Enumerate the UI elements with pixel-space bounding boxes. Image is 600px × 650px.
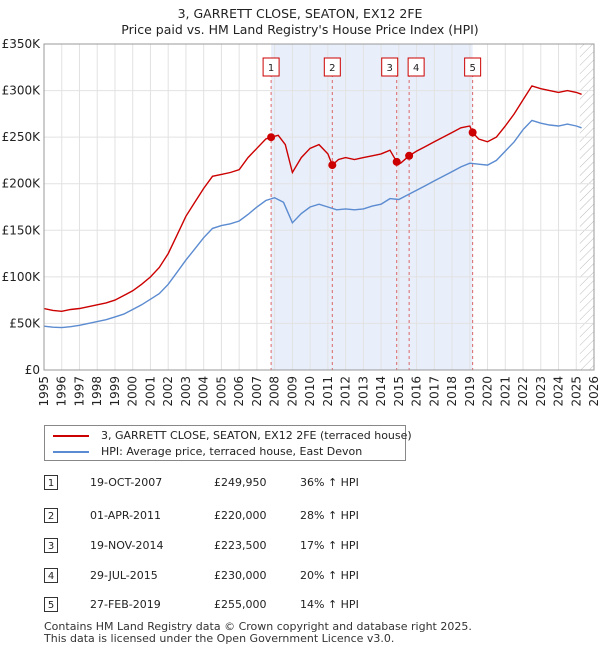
- sale-label-text: 2: [329, 63, 335, 74]
- sale-point: [405, 151, 414, 160]
- sale-label-box: [323, 57, 341, 77]
- sale-price: £223,500: [214, 539, 267, 552]
- sale-hpi-delta: 28% ↑ HPI: [300, 509, 359, 522]
- x-tick-label: 2013: [356, 376, 370, 407]
- footer-copyright: Contains HM Land Registry data © Crown c…: [44, 620, 472, 633]
- x-tick-label: 2026: [587, 376, 600, 407]
- hpi-series-line: [44, 119, 582, 329]
- table-row: 2 01-APR-2011 £220,000 28% ↑ HPI: [44, 508, 444, 526]
- sale-number-badge: 1: [44, 475, 58, 490]
- sale-label-box: [381, 57, 399, 77]
- x-tick-label: 2007: [250, 376, 264, 407]
- x-tick-label: 2019: [463, 376, 477, 407]
- y-tick-label: £100K: [2, 270, 42, 284]
- x-tick-label: 1995: [37, 376, 51, 407]
- x-tick-label: 2023: [534, 376, 548, 407]
- sale-date: 27-FEB-2019: [90, 598, 161, 611]
- footer-licence: This data is licensed under the Open Gov…: [44, 632, 395, 645]
- x-tick-label: 2006: [232, 376, 246, 407]
- y-tick-label: £0: [25, 363, 40, 377]
- table-row: 3 19-NOV-2014 £223,500 17% ↑ HPI: [44, 538, 444, 556]
- forecast-hatch: [579, 44, 594, 370]
- sale-label-text: 4: [413, 63, 419, 74]
- chart-title: 3, GARRETT CLOSE, SEATON, EX12 2FE: [178, 6, 423, 21]
- y-tick-label: £150K: [2, 223, 42, 237]
- sale-number-badge: 5: [44, 597, 58, 612]
- x-tick-label: 1999: [108, 376, 122, 407]
- sale-label-text: 1: [268, 63, 274, 74]
- y-tick-label: £50K: [9, 316, 41, 330]
- legend-label-property: 3, GARRETT CLOSE, SEATON, EX12 2FE (terr…: [101, 429, 412, 442]
- sale-label-box: [262, 57, 280, 77]
- sale-label-text: 3: [387, 63, 393, 74]
- y-tick-label: £300K: [2, 84, 42, 98]
- hpi-line-swatch: [53, 451, 89, 453]
- x-tick-label: 2005: [214, 376, 228, 407]
- y-tick-label: £350K: [2, 37, 42, 51]
- legend-label-hpi: HPI: Average price, terraced house, East…: [101, 445, 363, 458]
- x-tick-label: 2010: [303, 376, 317, 407]
- sale-price: £220,000: [214, 509, 267, 522]
- plot-frame: [43, 43, 595, 371]
- table-row: 1 19-OCT-2007 £249,950 36% ↑ HPI: [44, 475, 444, 493]
- y-tick-label: £200K: [2, 177, 42, 191]
- sale-number-badge: 4: [44, 568, 58, 583]
- x-tick-label: 2021: [498, 376, 512, 407]
- sale-point: [328, 161, 337, 170]
- table-row: 5 27-FEB-2019 £255,000 14% ↑ HPI: [44, 597, 444, 615]
- sale-date: 29-JUL-2015: [90, 569, 158, 582]
- sale-price: £230,000: [214, 569, 267, 582]
- sale-price: £249,950: [214, 476, 267, 489]
- sale-label-box: [464, 57, 482, 77]
- x-tick-label: 2024: [552, 376, 566, 407]
- x-tick-label: 2020: [481, 376, 495, 407]
- x-tick-label: 2002: [161, 376, 175, 407]
- sale-date: 01-APR-2011: [90, 509, 162, 522]
- x-tick-label: 2003: [179, 376, 193, 407]
- table-row: 4 29-JUL-2015 £230,000 20% ↑ HPI: [44, 568, 444, 586]
- x-tick-label: 2000: [126, 376, 140, 407]
- sale-point: [267, 133, 276, 142]
- sale-price: £255,000: [214, 598, 267, 611]
- sale-date: 19-OCT-2007: [90, 476, 163, 489]
- x-tick-label: 2012: [339, 376, 353, 407]
- sale-label-box: [407, 57, 425, 77]
- x-tick-label: 2018: [445, 376, 459, 407]
- x-tick-label: 2011: [321, 376, 335, 407]
- x-tick-label: 1997: [72, 376, 86, 407]
- sale-number-badge: 3: [44, 538, 58, 553]
- x-tick-label: 2009: [285, 376, 299, 407]
- x-tick-label: 2008: [268, 376, 282, 407]
- y-tick-label: £250K: [2, 130, 42, 144]
- x-tick-label: 2022: [516, 376, 530, 407]
- x-tick-label: 2025: [569, 376, 583, 407]
- sale-hpi-delta: 17% ↑ HPI: [300, 539, 359, 552]
- sale-point: [468, 128, 477, 137]
- sale-hpi-delta: 14% ↑ HPI: [300, 598, 359, 611]
- sale-date: 19-NOV-2014: [90, 539, 164, 552]
- x-tick-label: 2014: [374, 376, 388, 407]
- x-tick-label: 2001: [143, 376, 157, 407]
- sale-number-badge: 2: [44, 508, 58, 523]
- x-tick-label: 1996: [55, 376, 69, 407]
- property-series-line: [44, 85, 582, 313]
- sale-hpi-delta: 20% ↑ HPI: [300, 569, 359, 582]
- x-tick-label: 1998: [90, 376, 104, 407]
- x-tick-label: 2015: [392, 376, 406, 407]
- chart-subtitle: Price paid vs. HM Land Registry's House …: [121, 22, 478, 37]
- x-tick-label: 2017: [427, 376, 441, 407]
- ownership-period-shade: [271, 44, 473, 370]
- price-chart: 3, GARRETT CLOSE, SEATON, EX12 2FE Price…: [2, 6, 600, 407]
- chart-legend: 3, GARRETT CLOSE, SEATON, EX12 2FE (terr…: [44, 425, 412, 461]
- x-tick-label: 2016: [410, 376, 424, 407]
- sale-hpi-delta: 36% ↑ HPI: [300, 476, 359, 489]
- sale-label-text: 5: [469, 63, 475, 74]
- property-line-swatch: [53, 435, 89, 437]
- sale-point: [392, 157, 401, 166]
- x-tick-label: 2004: [197, 376, 211, 407]
